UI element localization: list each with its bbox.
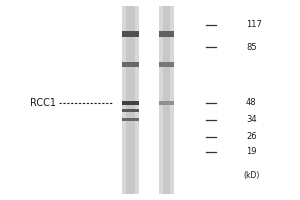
Bar bbox=[122, 101, 139, 105]
Text: RCC1: RCC1 bbox=[30, 98, 56, 108]
Bar bbox=[122, 62, 139, 67]
Bar bbox=[122, 6, 139, 194]
Text: 34: 34 bbox=[246, 115, 256, 124]
Text: 26: 26 bbox=[246, 132, 256, 141]
Text: 48: 48 bbox=[246, 98, 256, 107]
Text: 19: 19 bbox=[246, 147, 256, 156]
Text: (kD): (kD) bbox=[243, 171, 260, 180]
Bar bbox=[159, 101, 174, 105]
Bar bbox=[126, 6, 135, 194]
Bar bbox=[159, 31, 174, 37]
Bar bbox=[159, 62, 174, 67]
Text: 117: 117 bbox=[246, 20, 262, 29]
Bar bbox=[159, 6, 174, 194]
Bar bbox=[122, 109, 139, 112]
Bar bbox=[122, 118, 139, 121]
Text: 85: 85 bbox=[246, 43, 256, 52]
Bar bbox=[163, 6, 170, 194]
Bar bbox=[122, 31, 139, 37]
